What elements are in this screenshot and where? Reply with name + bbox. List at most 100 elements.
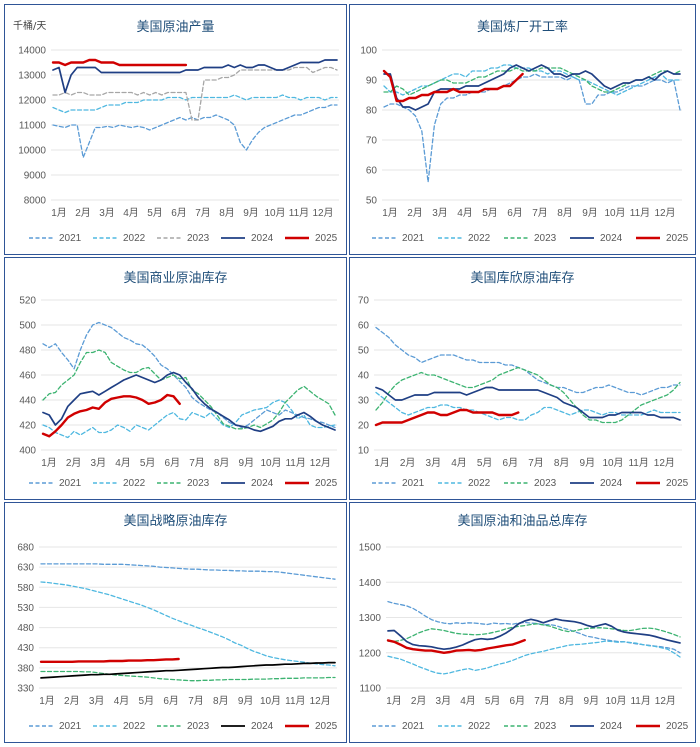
y-tick-label: 70 [366, 136, 378, 147]
y-tick-label: 10000 [18, 146, 46, 157]
legend-label-2022: 2022 [468, 478, 491, 489]
series-line-2022 [383, 64, 681, 96]
series-line-2023 [40, 670, 336, 682]
x-tick-label: 11月 [628, 457, 648, 469]
chart-svg: 美国原油和油品总库存 1100 1200 1300 1400 1500 1月 2月 3月 4月 5月… [359, 513, 689, 732]
x-tick-label: 1月 [41, 457, 57, 469]
series-line-2023 [375, 366, 681, 424]
legend-label-2023: 2023 [187, 721, 210, 732]
y-tick-label: 12000 [18, 96, 46, 107]
legend-label-2022: 2022 [468, 721, 491, 732]
series-line-2025 [382, 69, 524, 103]
x-tick-label: 1月 [51, 207, 67, 219]
chart-title: 美国商业原油库存 [123, 270, 227, 286]
x-tick-label: 4月 [457, 207, 473, 219]
legend-label-2025: 2025 [315, 721, 338, 732]
x-tick-label: 8月 [214, 457, 230, 469]
y-tick-label: 1100 [359, 684, 381, 695]
x-tick-label: 2月 [407, 207, 423, 219]
x-tick-label: 12月 [654, 207, 675, 219]
y-tick-label: 90 [366, 76, 378, 87]
y-tick-label: 460 [19, 371, 36, 382]
x-tick-label: 6月 [507, 207, 523, 219]
y-tick-label: 530 [17, 603, 34, 614]
chart-svg: 美国战略原油库存 330 380 430 480 530 580 630 680 1月 2月 3月 4月… [17, 513, 338, 732]
legend-label-2021: 2021 [59, 721, 82, 732]
x-tick-label: 9月 [580, 457, 596, 469]
legend-label-2024: 2024 [251, 233, 274, 244]
x-tick-label: 10月 [602, 457, 623, 469]
legend-label-2023: 2023 [187, 233, 210, 244]
chart-panel-us-refinery-utilization: 美国炼厂开工率 50 60 70 80 90 100 1月 2月 3月 4月 5月 6月 7月 8月 9月 10… [349, 4, 696, 255]
x-tick-label: 11月 [630, 207, 650, 219]
x-tick-label: 1月 [382, 207, 398, 219]
x-tick-label: 8月 [219, 207, 235, 219]
chart-title: 美国战略原油库存 [123, 513, 227, 529]
series-line-2023 [383, 67, 681, 96]
series-line-2025 [374, 408, 520, 427]
x-tick-label: 1月 [374, 457, 390, 469]
series-line-2024 [383, 64, 681, 111]
y-tick-label: 40 [358, 371, 370, 382]
y-tick-label: 630 [17, 563, 34, 574]
x-tick-label: 4月 [115, 457, 131, 469]
x-tick-label: 3月 [436, 695, 452, 707]
chart-panel-us-commercial-crude-stocks: 美国商业原油库存 400 420 440 460 480 500 520 1月 2月 3月 4月 5月 6… [4, 257, 347, 500]
y-tick-label: 8000 [24, 196, 47, 207]
x-tick-label: 4月 [123, 207, 139, 219]
x-tick-label: 10月 [260, 457, 281, 469]
y-tick-label: 440 [19, 396, 36, 407]
legend-label-2024: 2024 [251, 721, 274, 732]
series-line-2023 [387, 623, 681, 643]
y-tick-label: 80 [366, 106, 378, 117]
legend-label-2022: 2022 [123, 721, 146, 732]
y-tick-label: 480 [19, 346, 36, 357]
x-tick-label: 2月 [411, 695, 427, 707]
x-tick-label: 3月 [99, 207, 115, 219]
x-tick-label: 5月 [485, 695, 501, 707]
y-tick-label: 50 [358, 346, 370, 357]
y-tick-label: 60 [358, 321, 370, 332]
x-tick-label: 8月 [213, 695, 229, 707]
chart-svg: 美国库欣原油库存 10 20 30 40 50 60 70 1月 2月 3月 4月 5月 6月 7月 8月 9月… [358, 270, 689, 489]
x-tick-label: 7月 [528, 457, 544, 469]
x-tick-label: 3月 [89, 695, 105, 707]
y-tick-label: 580 [17, 583, 34, 594]
y-tick-label: 1400 [359, 578, 382, 589]
x-tick-label: 8月 [557, 207, 573, 219]
y-tick-label: 1500 [359, 543, 382, 554]
x-tick-label: 9月 [238, 695, 254, 707]
series-line-2024 [375, 386, 681, 421]
chart-panel-us-total-stocks: 美国原油和油品总库存 1100 1200 1300 1400 1500 1月 2月 3月 4月 5月… [349, 502, 696, 743]
x-tick-label: 8月 [559, 695, 575, 707]
x-tick-label: 7月 [195, 207, 211, 219]
chart-title: 美国原油产量 [136, 20, 214, 35]
legend-label-2024: 2024 [251, 478, 274, 489]
chart-svg: 美国炼厂开工率 50 60 70 80 90 100 1月 2月 3月 4月 5月 6月 7月 8月 9月 10… [360, 19, 688, 244]
series-line-2021 [42, 321, 336, 429]
series-line-2025 [386, 638, 526, 655]
legend-label-2022: 2022 [123, 233, 146, 244]
y-tick-label: 380 [17, 663, 34, 674]
series-line-2021 [387, 600, 681, 654]
y-tick-label: 400 [19, 446, 36, 457]
y-tick-label: 330 [17, 684, 34, 695]
x-tick-label: 7月 [534, 695, 550, 707]
chart-panel-us-spr-stocks: 美国战略原油库存 330 380 430 480 530 580 630 680 1月 2月 3月 4月… [4, 502, 347, 743]
series-line-2021 [52, 104, 338, 159]
y-tick-label: 1200 [359, 648, 382, 659]
legend-label-2023: 2023 [534, 233, 557, 244]
y-tick-label: 680 [17, 543, 34, 554]
x-tick-label: 3月 [426, 457, 442, 469]
chart-title: 美国炼厂开工率 [477, 19, 568, 35]
series-line-2024 [42, 371, 336, 433]
x-tick-label: 1月 [39, 695, 55, 707]
x-tick-label: 12月 [654, 457, 675, 469]
x-tick-label: 11月 [289, 207, 309, 219]
chart-panel-us-crude-production: 美国原油产量 千桶/天 8000 9000 10000 11000 12000 13000 14… [4, 4, 347, 255]
series-line-2022 [52, 94, 338, 114]
x-tick-label: 9月 [582, 207, 598, 219]
legend-label-2025: 2025 [666, 478, 689, 489]
x-tick-label: 2月 [400, 457, 416, 469]
series-line-2022 [375, 391, 681, 421]
